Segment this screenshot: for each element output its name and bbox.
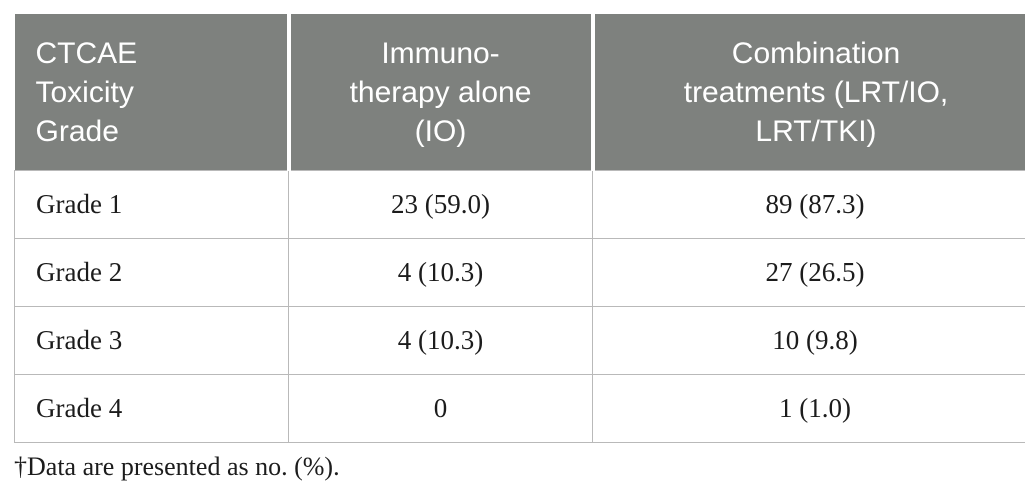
cell-grade-4-label: Grade 4 bbox=[14, 374, 289, 443]
cell-grade-1-io: 23 (59.0) bbox=[288, 170, 593, 239]
cell-grade-4-io: 0 bbox=[288, 374, 593, 443]
table-row: Grade 3 4 (10.3) 10 (9.8) bbox=[14, 306, 1025, 375]
table-row: Grade 1 23 (59.0) 89 (87.3) bbox=[14, 170, 1025, 239]
header-combination-treatments: Combination treatments (LRT/IO, LRT/TKI) bbox=[590, 14, 1025, 171]
table-footnote: †Data are presented as no. (%). bbox=[14, 452, 340, 481]
cell-grade-1-combination: 89 (87.3) bbox=[592, 170, 1025, 239]
cell-grade-3-io: 4 (10.3) bbox=[288, 306, 593, 375]
header-ctcae-toxicity-grade: CTCAE Toxicity Grade bbox=[14, 14, 289, 171]
table-row: Grade 2 4 (10.3) 27 (26.5) bbox=[14, 238, 1025, 307]
cell-grade-1-label: Grade 1 bbox=[14, 170, 289, 239]
cell-grade-4-combination: 1 (1.0) bbox=[592, 374, 1025, 443]
cell-grade-3-label: Grade 3 bbox=[14, 306, 289, 375]
cell-grade-2-label: Grade 2 bbox=[14, 238, 289, 307]
ctcae-toxicity-table: CTCAE Toxicity Grade Immuno- therapy alo… bbox=[14, 14, 1025, 443]
cell-grade-2-io: 4 (10.3) bbox=[288, 238, 593, 307]
header-row: CTCAE Toxicity Grade Immuno- therapy alo… bbox=[14, 14, 1025, 171]
header-immunotherapy-alone-io: Immuno- therapy alone (IO) bbox=[286, 14, 593, 171]
cell-grade-3-combination: 10 (9.8) bbox=[592, 306, 1025, 375]
table-row: Grade 4 0 1 (1.0) bbox=[14, 374, 1025, 443]
cell-grade-2-combination: 27 (26.5) bbox=[592, 238, 1025, 307]
